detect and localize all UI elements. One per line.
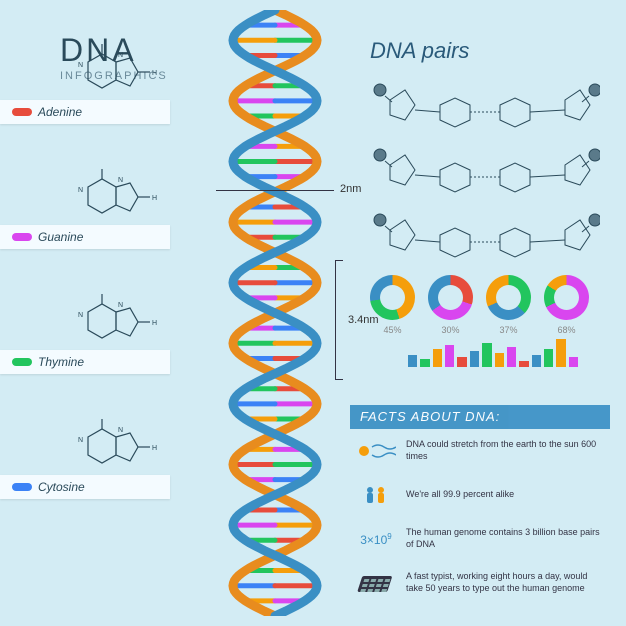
3x10^9-icon: 3×109 xyxy=(356,525,396,553)
fact-text: DNA could stretch from the earth to the … xyxy=(406,439,604,462)
dim-width-label: 2nm xyxy=(340,183,361,195)
svg-text:N: N xyxy=(118,427,123,434)
bar xyxy=(420,359,429,367)
donut-pct-label: 45% xyxy=(370,325,415,335)
svg-text:NH2: NH2 xyxy=(96,42,113,44)
base-label: Thymine xyxy=(0,350,170,374)
charts-panel: 45% 30% 37% 68% xyxy=(370,275,600,365)
bar-chart xyxy=(408,339,578,367)
svg-text:N: N xyxy=(78,62,83,69)
molecule-structure-icon: NH2 N N H xyxy=(60,417,180,477)
bar xyxy=(569,357,578,367)
bar xyxy=(433,349,442,367)
dim-width-line xyxy=(216,190,334,191)
pairs-title: DNA pairs xyxy=(370,38,469,64)
bar xyxy=(532,355,541,367)
svg-text:N: N xyxy=(78,312,83,319)
base-label: Cytosine xyxy=(0,475,170,499)
svg-text:H: H xyxy=(152,70,157,77)
bar xyxy=(507,347,516,367)
donut-pct-label: 68% xyxy=(544,325,589,335)
bar xyxy=(519,361,528,367)
facts-panel: FACTS ABOUT DNA: DNA could stretch from … xyxy=(350,405,610,605)
molecule-structure-icon: NH2 N N H xyxy=(60,42,180,102)
fact-item: A fast typist, working eight hours a day… xyxy=(350,561,610,605)
svg-text:H: H xyxy=(152,320,157,327)
svg-text:O: O xyxy=(96,292,102,294)
donut-chart xyxy=(370,275,415,320)
molecule-structure-icon: O N N H xyxy=(60,167,180,227)
bar xyxy=(544,349,553,367)
base-label: Adenine xyxy=(0,100,170,124)
fact-item: We're all 99.9 percent alike xyxy=(350,473,610,517)
fact-item: DNA could stretch from the earth to the … xyxy=(350,429,610,473)
bar xyxy=(457,357,466,367)
base-label: Guanine xyxy=(0,225,170,249)
dna-helix xyxy=(220,10,330,616)
svg-text:N: N xyxy=(118,302,123,309)
donut-pct-label: 37% xyxy=(486,325,531,335)
bar xyxy=(495,353,504,367)
dim-pitch-bracket xyxy=(335,260,343,380)
donut-chart xyxy=(544,275,589,320)
fact-item: 3×109 The human genome contains 3 billion… xyxy=(350,517,610,561)
people-icon xyxy=(356,481,396,509)
facts-header: FACTS ABOUT DNA: xyxy=(350,405,610,429)
svg-text:H: H xyxy=(152,445,157,452)
dna-pairs-structure xyxy=(370,70,600,260)
sun-helix-icon xyxy=(356,437,396,465)
bar xyxy=(482,343,491,367)
bar xyxy=(470,351,479,367)
bar xyxy=(408,355,417,367)
fact-text: A fast typist, working eight hours a day… xyxy=(406,571,604,594)
donut-pct-label: 30% xyxy=(428,325,473,335)
base-color-pill xyxy=(12,108,32,116)
bar xyxy=(445,345,454,367)
donut-chart xyxy=(486,275,531,320)
svg-text:N: N xyxy=(118,52,123,59)
svg-text:N: N xyxy=(118,177,123,184)
molecule-structure-icon: O N N H xyxy=(60,292,180,352)
svg-text:NH2: NH2 xyxy=(96,417,113,419)
fact-text: We're all 99.9 percent alike xyxy=(406,489,514,501)
svg-text:N: N xyxy=(78,187,83,194)
fact-text: The human genome contains 3 billion base… xyxy=(406,527,604,550)
donut-chart xyxy=(428,275,473,320)
base-color-pill xyxy=(12,483,32,491)
keyboard-icon xyxy=(356,569,396,597)
base-color-pill xyxy=(12,233,32,241)
bar xyxy=(556,339,565,367)
svg-text:O: O xyxy=(96,167,102,169)
svg-text:H: H xyxy=(152,195,157,202)
svg-text:N: N xyxy=(78,437,83,444)
infographic-canvas: DNA INFOGRAPHICS DNA pairs NH2 N N H Ade… xyxy=(0,0,626,626)
base-color-pill xyxy=(12,358,32,366)
